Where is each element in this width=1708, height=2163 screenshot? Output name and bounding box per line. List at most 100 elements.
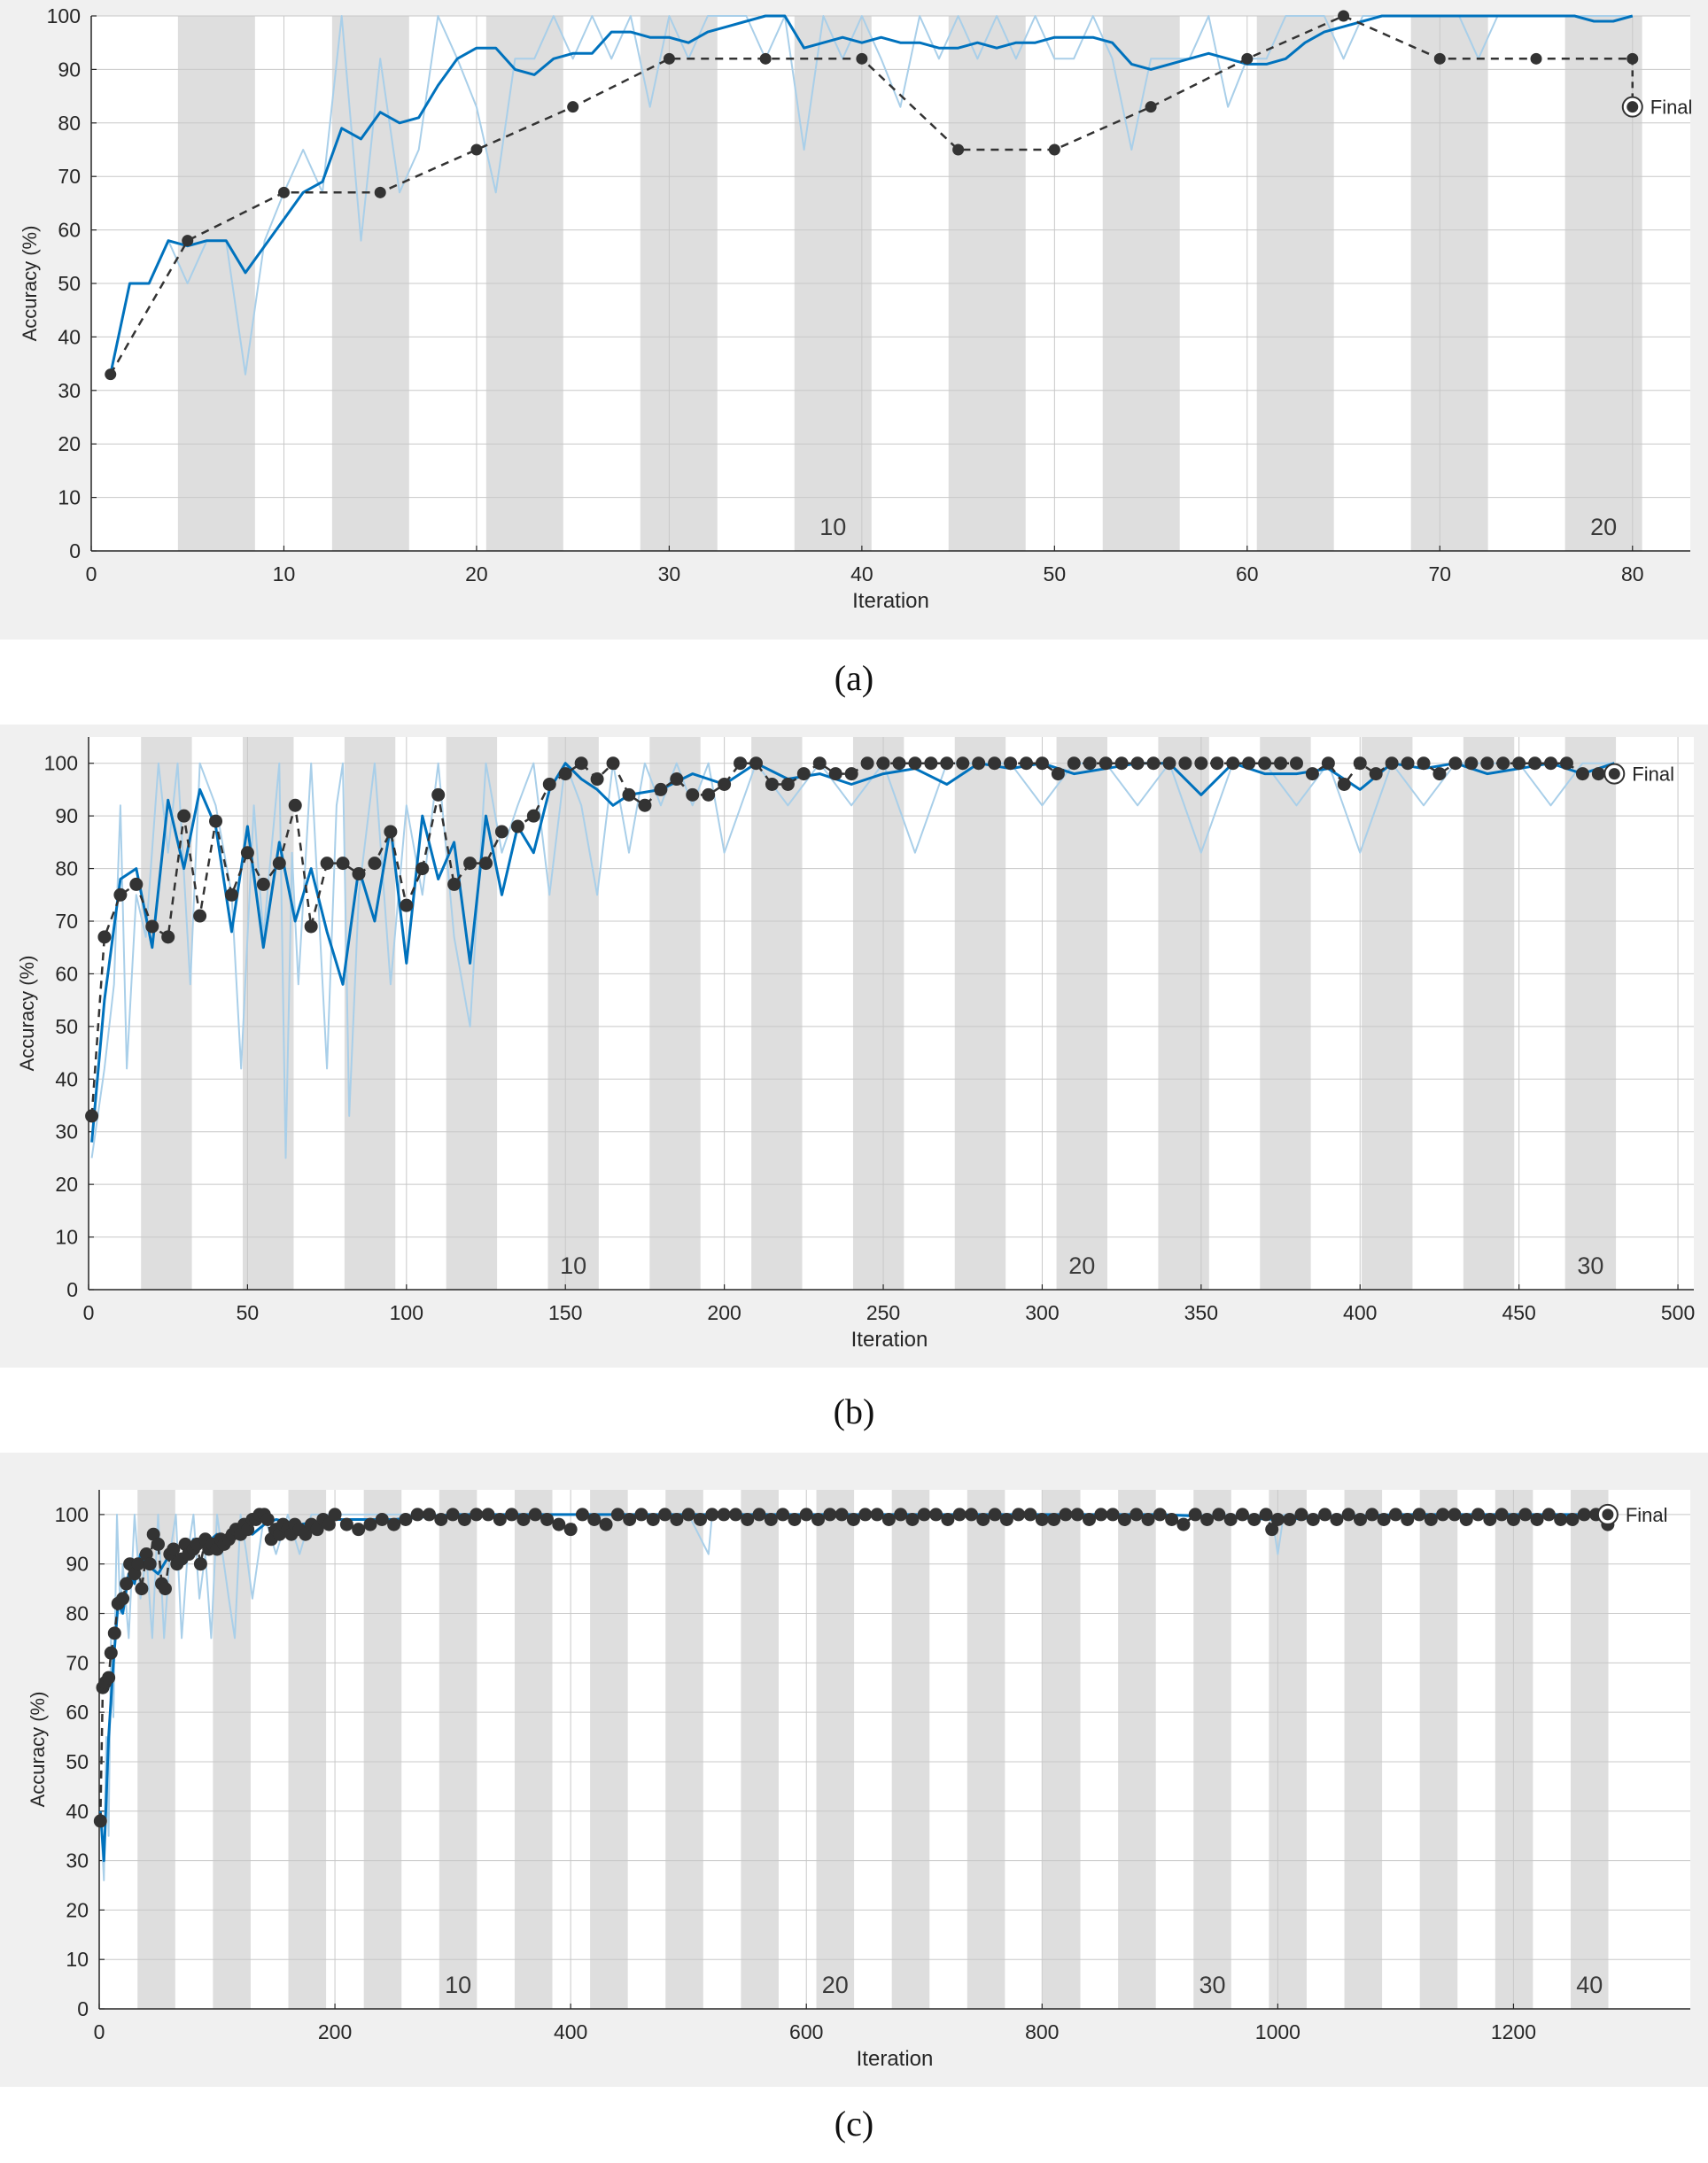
validation-point	[956, 756, 970, 771]
validation-point	[481, 1508, 495, 1522]
epoch-band	[954, 737, 1006, 1290]
validation-point	[734, 756, 748, 771]
y-tick-label: 30	[66, 1849, 89, 1872]
validation-point	[1241, 52, 1254, 65]
epoch-band	[967, 1490, 1005, 2009]
final-point	[1602, 1508, 1614, 1521]
validation-point	[470, 143, 483, 156]
x-tick-label: 200	[318, 2020, 352, 2043]
validation-point	[1188, 1508, 1202, 1522]
y-tick-label: 100	[47, 4, 81, 27]
epoch-label: 30	[1199, 1972, 1226, 1998]
x-tick-label: 100	[390, 1301, 423, 1324]
validation-point	[1483, 1512, 1497, 1526]
y-tick-label: 40	[66, 1800, 89, 1823]
validation-point	[752, 1508, 766, 1522]
validation-point	[493, 1512, 507, 1526]
validation-point	[765, 777, 779, 791]
validation-point	[1194, 756, 1208, 771]
final-label: Final	[1626, 1504, 1668, 1526]
validation-point	[1577, 1508, 1591, 1522]
x-tick-label: 150	[548, 1301, 582, 1324]
validation-point	[860, 756, 874, 771]
validation-point	[352, 867, 366, 881]
validation-point	[567, 101, 579, 113]
validation-point	[336, 857, 350, 871]
validation-point	[606, 756, 620, 771]
epoch-band	[1269, 1490, 1307, 2009]
validation-point	[686, 787, 700, 802]
validation-point	[1305, 767, 1319, 781]
validation-point	[116, 1592, 130, 1606]
epoch-label: 40	[1576, 1972, 1603, 1998]
validation-point	[1145, 101, 1157, 113]
validation-point	[972, 756, 986, 771]
validation-point	[870, 1508, 884, 1522]
y-tick-label: 0	[69, 539, 81, 562]
validation-point	[1035, 1512, 1049, 1526]
validation-point	[1130, 756, 1145, 771]
validation-point	[1459, 1512, 1473, 1526]
validation-point	[299, 1527, 313, 1541]
validation-point	[964, 1508, 978, 1522]
epoch-band	[1056, 737, 1107, 1290]
epoch-band	[741, 1490, 779, 2009]
validation-point	[1258, 756, 1272, 771]
validation-point	[749, 756, 764, 771]
validation-point	[1051, 767, 1065, 781]
validation-point	[894, 1508, 908, 1522]
validation-point	[494, 825, 509, 839]
validation-point	[1512, 756, 1526, 771]
epoch-band	[1362, 737, 1413, 1290]
validation-point	[104, 1646, 118, 1660]
validation-point	[288, 798, 302, 812]
validation-point	[542, 777, 556, 791]
x-tick-label: 50	[1044, 562, 1067, 585]
validation-point	[384, 825, 398, 839]
validation-point	[1337, 777, 1351, 791]
y-tick-label: 20	[66, 1898, 89, 1921]
x-tick-label: 1000	[1255, 2020, 1300, 2043]
validation-point	[590, 772, 604, 787]
validation-point	[988, 756, 1002, 771]
x-axis-label: Iteration	[857, 2047, 934, 2071]
y-tick-label: 20	[58, 432, 81, 455]
validation-point	[540, 1512, 555, 1526]
validation-point	[1265, 1523, 1279, 1537]
validation-point	[702, 787, 716, 802]
validation-point	[908, 756, 922, 771]
epoch-band	[1344, 1490, 1383, 2009]
validation-point	[1412, 1508, 1426, 1522]
validation-point	[113, 888, 128, 902]
validation-point	[143, 1557, 157, 1571]
validation-point	[1035, 756, 1049, 771]
epoch-label: 10	[560, 1252, 586, 1279]
final-label: Final	[1650, 97, 1693, 119]
validation-point	[1341, 1508, 1355, 1522]
epoch-band	[649, 737, 701, 1290]
validation-point	[988, 1508, 1002, 1522]
y-tick-label: 70	[55, 910, 78, 933]
validation-point	[105, 368, 117, 381]
y-tick-label: 40	[55, 1067, 78, 1090]
validation-point	[399, 1512, 413, 1526]
validation-point	[363, 1517, 377, 1531]
validation-point	[1153, 1508, 1167, 1522]
validation-point	[256, 877, 270, 891]
validation-point	[1338, 10, 1350, 22]
validation-point	[1141, 1512, 1155, 1526]
chart-panel-b: 0 10 20 30 40 50 60 70 80 90 100 0 50 100 150 200 250 300…	[0, 725, 1708, 1368]
validation-point	[131, 1557, 145, 1571]
x-tick-label: 200	[707, 1301, 741, 1324]
x-tick-label: 0	[86, 562, 97, 585]
validation-point	[1259, 1508, 1273, 1522]
epoch-label: 20	[1590, 514, 1617, 540]
validation-point	[905, 1512, 920, 1526]
validation-point	[1565, 1512, 1580, 1526]
validation-point	[1070, 1508, 1084, 1522]
x-tick-label: 80	[1621, 562, 1644, 585]
validation-point	[339, 1517, 353, 1531]
epoch-band	[1570, 1490, 1609, 2009]
validation-point	[670, 1512, 684, 1526]
validation-point	[811, 1512, 826, 1526]
